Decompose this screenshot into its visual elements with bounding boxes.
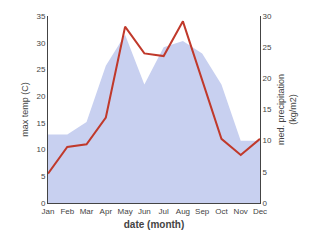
svg-text:30: 30	[263, 12, 272, 21]
svg-text:Feb: Feb	[60, 207, 74, 216]
svg-text:Jun: Jun	[138, 207, 151, 216]
svg-text:Mar: Mar	[80, 207, 94, 216]
svg-text:15: 15	[36, 119, 45, 128]
svg-text:0: 0	[263, 199, 268, 208]
svg-text:30: 30	[36, 39, 45, 48]
svg-text:35: 35	[36, 12, 45, 21]
svg-text:5: 5	[41, 172, 46, 181]
svg-text:25: 25	[263, 43, 272, 52]
svg-text:Apr: Apr	[100, 207, 113, 216]
svg-text:15: 15	[263, 105, 272, 114]
svg-text:Jul: Jul	[159, 207, 169, 216]
svg-text:med. precipitation(kg/m2): med. precipitation(kg/m2)	[276, 74, 298, 145]
svg-text:Dec: Dec	[253, 207, 267, 216]
svg-text:20: 20	[263, 74, 272, 83]
svg-text:Sep: Sep	[195, 207, 210, 216]
svg-text:Aug: Aug	[176, 207, 190, 216]
svg-text:10: 10	[36, 145, 45, 154]
svg-text:May: May	[118, 207, 133, 216]
svg-text:10: 10	[263, 136, 272, 145]
svg-text:5: 5	[263, 168, 268, 177]
svg-text:0: 0	[41, 199, 46, 208]
svg-text:Oct: Oct	[215, 207, 228, 216]
svg-text:Nov: Nov	[234, 207, 248, 216]
svg-text:25: 25	[36, 65, 45, 74]
svg-text:20: 20	[36, 92, 45, 101]
svg-text:Jan: Jan	[42, 207, 55, 216]
svg-text:date (month): date (month)	[124, 219, 185, 230]
svg-text:max temp (C): max temp (C)	[20, 82, 30, 137]
